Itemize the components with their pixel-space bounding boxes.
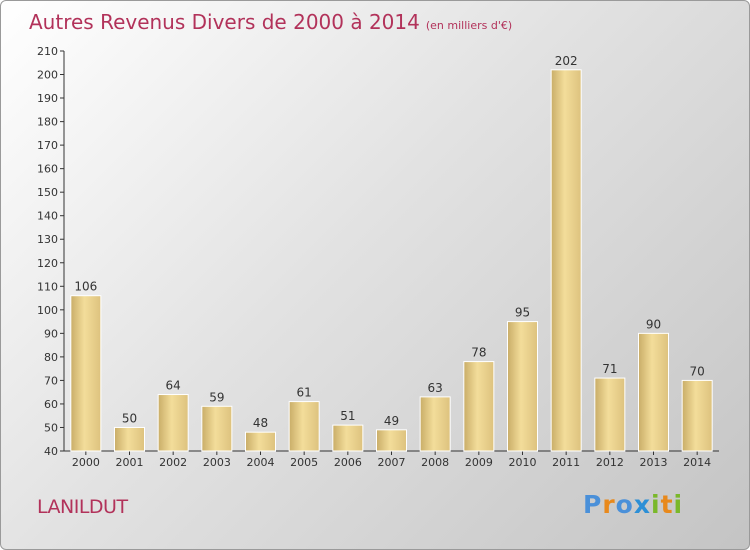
bar bbox=[332, 424, 364, 452]
data-label: 90 bbox=[646, 317, 661, 331]
data-label: 49 bbox=[384, 414, 399, 428]
proxiti-logo: Proxiti bbox=[583, 490, 683, 519]
x-tick-label: 2004 bbox=[247, 456, 275, 469]
bar bbox=[550, 69, 582, 452]
x-tick-label: 2003 bbox=[203, 456, 231, 469]
bar bbox=[288, 401, 320, 452]
data-label: 48 bbox=[253, 416, 268, 430]
chart-title: Autres Revenus Divers de 2000 à 2014 (en … bbox=[29, 10, 512, 34]
x-tick-label: 2002 bbox=[159, 456, 187, 469]
bar bbox=[245, 431, 276, 452]
y-tick-label: 120 bbox=[37, 257, 58, 270]
x-tick-label: 2008 bbox=[421, 456, 449, 469]
y-tick-label: 130 bbox=[37, 233, 58, 246]
y-tick-label: 110 bbox=[37, 280, 58, 293]
y-tick-label: 140 bbox=[37, 210, 58, 223]
data-label: 106 bbox=[74, 280, 97, 294]
x-tick-label: 2014 bbox=[683, 456, 711, 469]
y-tick-label: 150 bbox=[37, 186, 58, 199]
y-tick-label: 60 bbox=[44, 398, 58, 411]
y-tick-label: 200 bbox=[37, 69, 58, 82]
x-tick-label: 2010 bbox=[509, 456, 537, 469]
data-label: 78 bbox=[471, 346, 486, 360]
data-label: 71 bbox=[602, 362, 617, 376]
bars bbox=[70, 69, 713, 452]
data-label: 63 bbox=[428, 381, 443, 395]
y-tick-label: 100 bbox=[37, 304, 58, 317]
y-tick-label: 80 bbox=[44, 351, 58, 364]
logo-letter: r bbox=[602, 490, 616, 519]
data-label: 50 bbox=[122, 411, 137, 425]
y-tick-label: 170 bbox=[37, 139, 58, 152]
y-tick-label: 70 bbox=[44, 374, 58, 387]
chart-title-text: Autres Revenus Divers de 2000 à 2014 bbox=[29, 10, 420, 34]
x-tick-label: 2001 bbox=[116, 456, 144, 469]
bar bbox=[201, 405, 233, 452]
x-tick-label: 2006 bbox=[334, 456, 362, 469]
place-name: LANILDUT bbox=[37, 496, 128, 518]
chart-subtitle: (en milliers d'€) bbox=[425, 19, 513, 32]
x-tick-label: 2011 bbox=[552, 456, 580, 469]
logo-letter: o bbox=[615, 490, 634, 519]
logo-letter: t bbox=[660, 490, 674, 519]
data-label: 202 bbox=[555, 54, 578, 68]
bar bbox=[376, 429, 407, 452]
logo-letter: x bbox=[633, 490, 651, 519]
bar bbox=[157, 394, 189, 452]
bar bbox=[594, 377, 626, 452]
logo-letter: i bbox=[673, 490, 684, 519]
y-tick-label: 210 bbox=[37, 45, 58, 58]
x-tick-label: 2005 bbox=[290, 456, 318, 469]
y-tick-label: 190 bbox=[37, 92, 58, 105]
bar bbox=[638, 332, 669, 452]
x-tick-label: 2009 bbox=[465, 456, 493, 469]
x-tick-label: 2013 bbox=[640, 456, 668, 469]
logo-letter: i bbox=[651, 490, 661, 519]
bar bbox=[463, 361, 495, 452]
data-label: 64 bbox=[166, 379, 181, 393]
data-label: 51 bbox=[340, 409, 355, 423]
data-label: 61 bbox=[297, 386, 312, 400]
x-tick-label: 2000 bbox=[72, 456, 100, 469]
y-tick-label: 40 bbox=[44, 445, 58, 458]
data-label: 95 bbox=[515, 306, 530, 320]
x-tick-label: 2012 bbox=[596, 456, 624, 469]
y-tick-label: 90 bbox=[44, 327, 58, 340]
data-label: 70 bbox=[690, 364, 705, 378]
bar bbox=[114, 426, 145, 452]
bar bbox=[70, 295, 102, 452]
logo-letter: P bbox=[583, 490, 603, 519]
bar bbox=[507, 321, 538, 452]
axes: 40 50 60 70 80 90 100 110 120 130 140 150 160 170 180 1… bbox=[37, 45, 719, 469]
bar bbox=[419, 396, 451, 452]
data-label: 59 bbox=[209, 390, 224, 404]
y-tick-label: 180 bbox=[37, 116, 58, 129]
bar bbox=[681, 379, 713, 452]
y-tick-label: 160 bbox=[37, 163, 58, 176]
data-labels: 106 50 64 59 48 61 51 49 63 78 95 202 71 90 70 bbox=[74, 54, 704, 430]
x-tick-label: 2007 bbox=[378, 456, 406, 469]
y-tick-label: 50 bbox=[44, 421, 58, 434]
